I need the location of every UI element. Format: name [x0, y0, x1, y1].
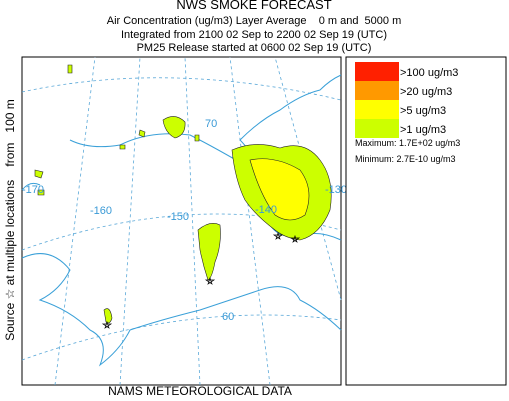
- smoke-plume: [249, 158, 310, 221]
- legend-swatch: [355, 100, 399, 119]
- legend-label: >5 ug/m3: [400, 105, 446, 117]
- map-label: -170: [22, 184, 44, 196]
- map-label: 70: [205, 118, 217, 130]
- subtitle: PM25 Release started at 0600 02 Sep 19 (…: [137, 42, 372, 54]
- smoke-patch: [34, 64, 200, 196]
- graticule: [21, 56, 342, 386]
- side-label: Source ☆ at multiple locations from 100 …: [3, 99, 17, 341]
- source-marker: [101, 231, 301, 329]
- legend-label: >100 ug/m3: [400, 67, 458, 79]
- map-label: 60: [222, 311, 234, 323]
- map: 70 -170 -160 -150 -140 60 -130: [21, 56, 347, 386]
- footer: NAMS METEOROLOGICAL DATA: [108, 384, 292, 398]
- legend-note: Maximum: 1.7E+02 ug/m3: [355, 138, 460, 148]
- map-label: -140: [255, 204, 277, 216]
- map-label: -130: [325, 184, 347, 196]
- legend: >100 ug/m3 >20 ug/m3 >5 ug/m3 >1 ug/m3 Maxim…: [345, 56, 507, 386]
- subtitle: Integrated from 2100 02 Sep to 2200 02 S…: [121, 29, 387, 41]
- map-label: -160: [90, 205, 112, 217]
- subtitle: Air Concentration (ug/m3) Layer Average …: [107, 15, 402, 27]
- legend-label: >20 ug/m3: [400, 86, 452, 98]
- legend-swatch: [355, 81, 399, 100]
- legend-swatch: [355, 119, 399, 138]
- smoke-plume: [162, 116, 186, 139]
- map-label: -150: [167, 211, 189, 223]
- legend-note: Minimum: 2.7E-10 ug/m3: [355, 154, 456, 164]
- title: NWS SMOKE FORECAST: [176, 0, 331, 12]
- legend-label: >1 ug/m3: [400, 124, 446, 136]
- legend-swatch: [355, 62, 399, 81]
- smoke-plume: [197, 223, 221, 281]
